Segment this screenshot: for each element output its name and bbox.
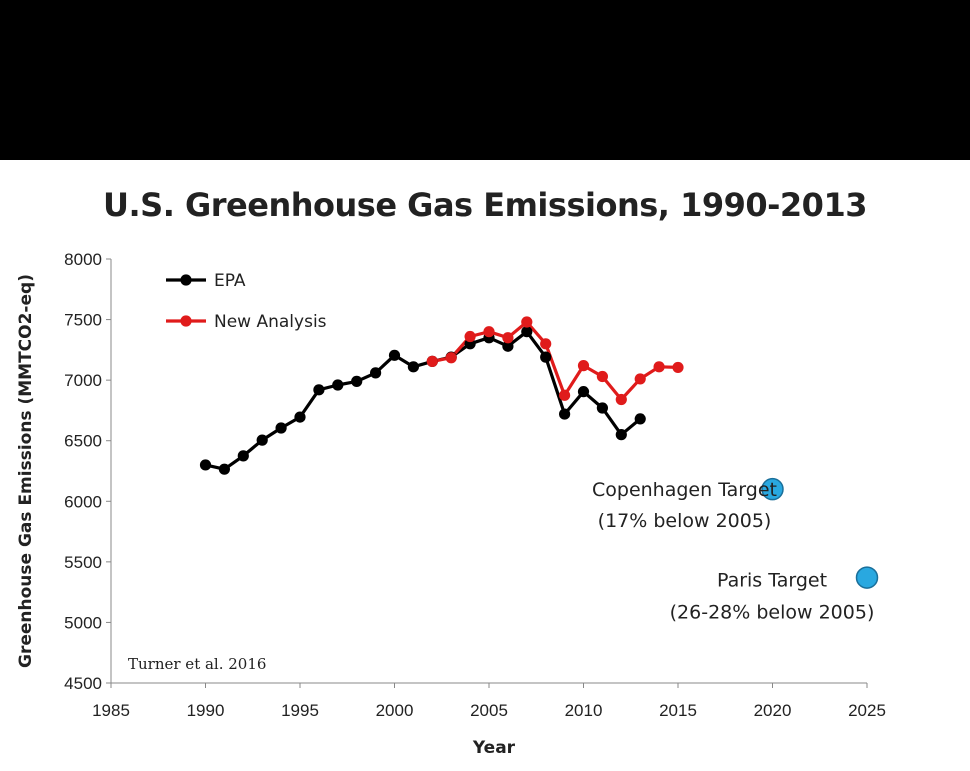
data-point-epa <box>388 349 401 361</box>
x-tick-label: 1990 <box>187 701 225 720</box>
series-line-epa <box>205 330 642 471</box>
x-tick-label: 2025 <box>848 701 886 720</box>
data-point-epa <box>199 459 212 471</box>
data-point-epa <box>407 361 419 373</box>
target-marker <box>855 566 879 589</box>
data-point-epa <box>237 450 249 462</box>
y-tick-label: 8000 <box>64 250 102 269</box>
legend-swatch-marker <box>180 274 192 286</box>
y-tick-label: 6500 <box>64 432 102 451</box>
x-tick-label: 2010 <box>565 701 603 720</box>
target-marker <box>761 477 784 501</box>
y-tick-label: 6000 <box>64 492 102 511</box>
legend-swatch-marker <box>180 315 192 327</box>
data-point-new-analysis <box>502 332 514 344</box>
x-axis-label: Year <box>472 738 516 758</box>
data-point-epa <box>370 367 382 379</box>
y-tick-label: 4500 <box>64 674 102 693</box>
data-point-new-analysis <box>615 393 627 406</box>
data-point-new-analysis <box>540 338 552 350</box>
data-point-new-analysis <box>483 326 495 338</box>
legend-label: New Analysis <box>214 312 327 332</box>
chart-panel <box>0 160 970 771</box>
data-point-new-analysis <box>653 361 665 373</box>
data-point-epa <box>351 375 363 387</box>
data-point-epa <box>332 379 344 391</box>
data-point-new-analysis <box>521 316 533 328</box>
data-point-new-analysis <box>445 352 457 364</box>
data-point-epa <box>313 384 325 396</box>
x-tick-label: 1985 <box>92 701 130 720</box>
x-tick-label: 2005 <box>470 701 508 720</box>
target-detail: (17% below 2005) <box>598 510 772 532</box>
data-point-epa <box>256 434 268 446</box>
data-point-epa <box>540 351 552 363</box>
x-tick-label: 2020 <box>754 701 792 720</box>
y-tick-label: 5000 <box>64 613 102 632</box>
data-point-new-analysis <box>464 330 476 343</box>
data-point-epa <box>218 463 230 475</box>
data-point-epa <box>634 413 646 425</box>
target-detail: (26-28% below 2005) <box>670 602 875 624</box>
y-axis-label: Greenhouse Gas Emissions (MMTCO2-eq) <box>16 274 36 668</box>
x-tick-label: 1995 <box>281 701 319 720</box>
data-point-new-analysis <box>596 370 609 383</box>
y-tick-label: 5500 <box>64 553 102 572</box>
data-point-new-analysis <box>634 373 646 385</box>
data-point-epa <box>275 422 287 434</box>
data-point-epa <box>521 326 533 338</box>
chart-title: U.S. Greenhouse Gas Emissions, 1990-2013 <box>103 186 867 224</box>
target-label: Paris Target <box>717 570 827 592</box>
data-point-epa <box>502 340 514 352</box>
x-tick-label: 2000 <box>376 701 414 720</box>
target-label: Copenhagen Target <box>592 479 777 501</box>
data-point-new-analysis <box>577 360 590 372</box>
data-point-epa <box>294 411 306 423</box>
y-tick-label: 7500 <box>64 311 102 330</box>
data-point-epa <box>596 402 609 414</box>
source-credit: Turner et al. 2016 <box>128 655 266 673</box>
data-point-epa <box>577 386 590 398</box>
data-point-epa <box>615 429 627 441</box>
y-tick-label: 7000 <box>64 371 102 390</box>
data-point-epa <box>559 408 571 420</box>
data-point-new-analysis <box>672 361 684 374</box>
legend-label: EPA <box>214 271 246 291</box>
x-tick-label: 2015 <box>659 701 697 720</box>
data-point-new-analysis <box>426 355 438 367</box>
data-point-new-analysis <box>559 389 571 401</box>
